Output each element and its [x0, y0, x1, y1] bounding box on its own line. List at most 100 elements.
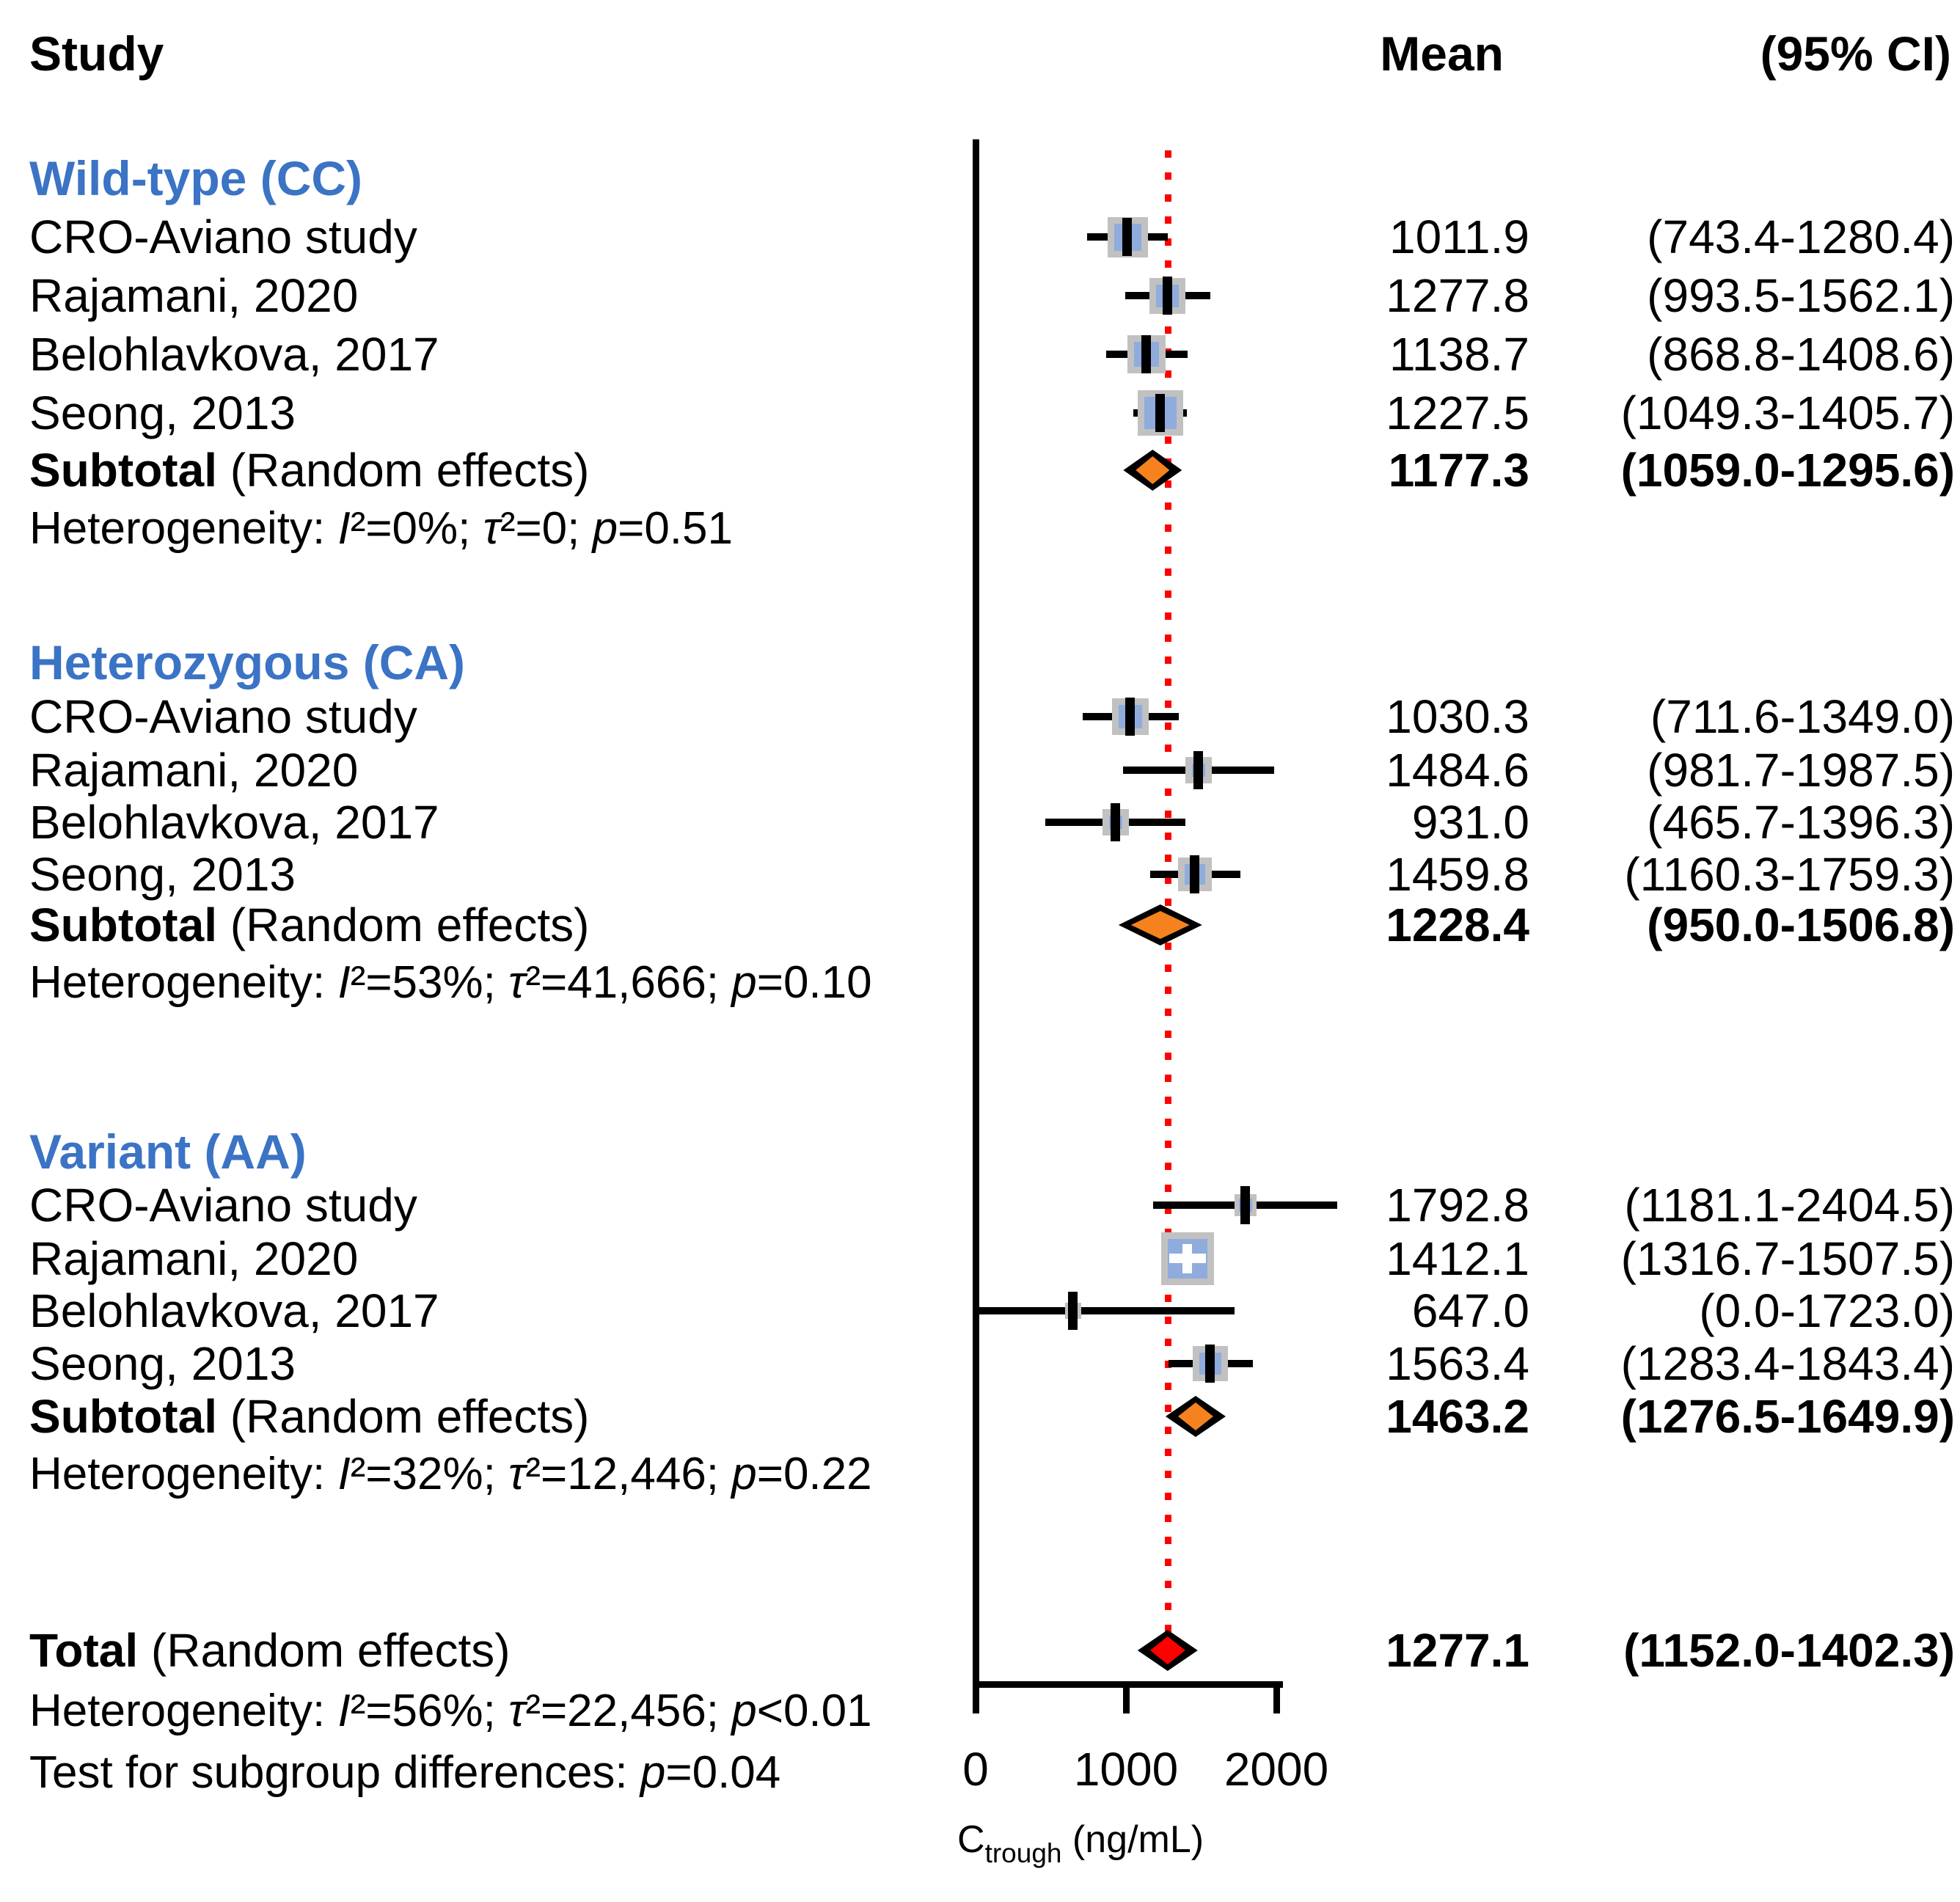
total-label-rest: (Random effects): [138, 1624, 511, 1677]
stat-text: =0.04: [665, 1747, 781, 1798]
subtotal-label: Subtotal (Random effects): [29, 439, 589, 501]
subtotal-mean-value: 1463.2: [1386, 1390, 1529, 1443]
total-diamond-fill: [1149, 1636, 1185, 1664]
ci-value: (1049.3-1405.7): [1620, 387, 1955, 439]
stat-symbol: p: [731, 1449, 757, 1499]
mean-tick: [1155, 394, 1165, 432]
ci-value: (1316.7-1507.5): [1620, 1232, 1955, 1285]
stat-symbol: p: [731, 1686, 757, 1736]
heterogeneity-note: Heterogeneity: I²=53%; τ²=41,666; p=0.10: [29, 952, 872, 1014]
stat-text: ²=0;: [500, 503, 593, 554]
subtotal-diamond-fill: [1177, 1402, 1213, 1430]
subtotal-label-bold: Subtotal: [29, 899, 217, 951]
stat-text: ²=53%;: [350, 957, 509, 1008]
subtotal-label-bold: Subtotal: [29, 1390, 217, 1443]
x-axis-title: Ctrough (ng/mL): [957, 1818, 1204, 1869]
ci-value: (711.6-1349.0): [1650, 690, 1955, 743]
mean-value: 1792.8: [1386, 1179, 1529, 1232]
ci-value: (993.5-1562.1): [1647, 269, 1955, 322]
ci-value: (1181.1-2404.5): [1624, 1179, 1955, 1232]
stat-text: ²=56%;: [350, 1686, 509, 1736]
study-label: Rajamani, 2020: [29, 744, 359, 797]
group-header: Wild-type (CC): [29, 151, 363, 205]
study-label: CRO-Aviano study: [29, 690, 417, 743]
stat-symbol: I: [337, 1449, 351, 1499]
mean-value: 1412.1: [1386, 1232, 1529, 1285]
stat-text: ²=0%;: [350, 503, 483, 554]
total-mean-value: 1277.1: [1386, 1624, 1529, 1677]
mean-value: 1227.5: [1386, 387, 1529, 439]
mean-value: 1459.8: [1386, 848, 1529, 901]
group-header: Variant (AA): [29, 1124, 307, 1179]
heterogeneity-note: Heterogeneity: I²=32%; τ²=12,446; p=0.22: [29, 1444, 872, 1505]
mean-tick: [1141, 335, 1152, 373]
total-diamond: [1137, 1630, 1198, 1671]
stat-text: Heterogeneity:: [29, 503, 338, 554]
column-header-mean: Mean: [1380, 26, 1504, 81]
mean-tick: [1067, 1292, 1078, 1330]
subtotal-ci-value: (1059.0-1295.6): [1620, 444, 1955, 497]
study-label: Seong, 2013: [29, 1337, 296, 1390]
study-label: Rajamani, 2020: [29, 269, 359, 322]
subtotal-diamond: [1123, 450, 1182, 491]
stat-symbol: τ: [483, 503, 500, 554]
subtotal-label-rest: (Random effects): [216, 899, 590, 951]
stat-symbol: τ: [508, 957, 526, 1008]
column-header-ci: (95% CI): [1760, 26, 1951, 81]
stat-symbol: I: [337, 503, 351, 554]
x-axis-title-main: C: [957, 1818, 985, 1861]
stat-symbol: p: [640, 1747, 666, 1798]
total-label: Total (Random effects): [29, 1620, 511, 1681]
mean-tick: [1190, 855, 1200, 893]
stat-text: Heterogeneity:: [29, 957, 338, 1008]
stat-text: Heterogeneity:: [29, 1449, 338, 1499]
ci-value: (868.8-1408.6): [1647, 328, 1955, 381]
mean-value: 1138.7: [1389, 328, 1529, 381]
mean-value: 1563.4: [1386, 1337, 1529, 1390]
total-ci-value: (1152.0-1402.3): [1623, 1624, 1955, 1677]
x-axis-tick-label: 0: [962, 1743, 989, 1796]
study-label: Seong, 2013: [29, 848, 296, 901]
stat-text: <0.01: [756, 1686, 872, 1736]
stat-symbol: I: [337, 957, 351, 1008]
mean-value: 1277.8: [1386, 269, 1529, 322]
mean-value: 931.0: [1411, 796, 1529, 849]
mean-tick: [1122, 218, 1133, 256]
subtotal-ci-value: (950.0-1506.8): [1647, 899, 1955, 951]
mean-plus-icon: [1182, 1244, 1193, 1273]
group-header: Heterozygous (CA): [29, 635, 466, 690]
study-label: Belohlavkova, 2017: [29, 1284, 439, 1337]
mean-tick: [1240, 1186, 1250, 1224]
ci-value: (465.7-1396.3): [1647, 796, 1955, 849]
x-axis-title-subscript: trough: [984, 1838, 1062, 1868]
mean-tick: [1205, 1345, 1215, 1383]
stat-symbol: p: [592, 503, 618, 554]
x-axis-tick-label: 1000: [1073, 1743, 1179, 1796]
mean-tick: [1125, 698, 1136, 736]
mean-tick: [1110, 803, 1120, 841]
total-heterogeneity-note: Heterogeneity: I²=56%; τ²=22,456; p<0.01: [29, 1680, 872, 1742]
subtotal-diamond-fill: [1136, 456, 1170, 484]
subtotal-diamond: [1165, 1396, 1226, 1437]
stat-text: ²=41,666;: [525, 957, 732, 1008]
column-header-study: Study: [29, 26, 164, 81]
stat-text: Heterogeneity:: [29, 1686, 338, 1736]
stat-text: ²=32%;: [350, 1449, 509, 1499]
subgroup-test-note: Test for subgroup differences: p=0.04: [29, 1742, 780, 1804]
stat-text: =0.22: [756, 1449, 872, 1499]
ci-value: (1283.4-1843.4): [1620, 1337, 1955, 1390]
stat-symbol: p: [731, 957, 757, 1008]
subtotal-diamond: [1118, 904, 1202, 945]
mean-value: 1030.3: [1386, 690, 1529, 743]
stat-text: ²=12,446;: [525, 1449, 732, 1499]
ci-value: (743.4-1280.4): [1647, 211, 1955, 263]
stat-text: Test for subgroup differences:: [29, 1747, 640, 1798]
x-axis-tick: [1123, 1681, 1130, 1713]
x-axis-tick: [973, 1681, 979, 1713]
stat-symbol: τ: [508, 1449, 526, 1499]
study-label: Rajamani, 2020: [29, 1232, 359, 1285]
subtotal-mean-value: 1177.3: [1388, 444, 1529, 497]
study-label: CRO-Aviano study: [29, 211, 417, 263]
mean-tick: [1162, 277, 1172, 315]
